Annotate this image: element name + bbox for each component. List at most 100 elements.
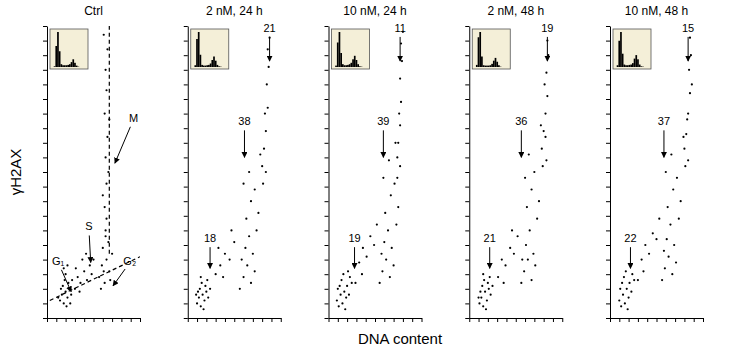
cell-point — [400, 101, 402, 103]
cell-point — [482, 273, 484, 275]
y-tick — [325, 114, 329, 115]
cell-point — [533, 171, 535, 173]
cell-point — [690, 54, 692, 56]
cell-point — [620, 305, 622, 307]
cell-point — [521, 259, 523, 261]
inset-frame — [191, 29, 229, 69]
x-tick-mark — [412, 318, 413, 322]
cell-point — [202, 294, 204, 296]
inset-bar — [74, 63, 76, 67]
cell-point — [485, 308, 487, 310]
cell-point — [671, 273, 673, 275]
cell-point — [201, 282, 203, 284]
inset-bar — [483, 65, 485, 67]
x-tick — [75, 318, 76, 322]
cell-point — [482, 305, 484, 307]
cell-point — [528, 153, 530, 155]
annotation-arrow — [113, 269, 125, 286]
y-tick-mark — [465, 157, 469, 158]
cell-point — [676, 177, 678, 179]
cell-point — [106, 136, 108, 138]
x-tick — [703, 318, 704, 322]
y-tick-mark — [465, 26, 469, 27]
inset-bar — [484, 66, 486, 67]
cell-point — [339, 285, 341, 287]
cell-point — [344, 308, 346, 310]
y-tick — [43, 84, 47, 85]
cell-point — [509, 247, 511, 249]
y-tick — [606, 201, 610, 202]
y-tick-mark — [43, 55, 47, 56]
cell-point — [66, 264, 68, 266]
inset-bar — [342, 64, 344, 67]
y-tick-mark — [184, 187, 188, 188]
y-tick — [606, 128, 610, 129]
x-tick — [497, 318, 498, 322]
y-tick-mark — [184, 55, 188, 56]
inset-bar — [620, 32, 622, 67]
cell-point — [205, 291, 207, 293]
x-tick-mark — [666, 318, 667, 322]
cell-point — [687, 113, 689, 115]
cell-point — [526, 206, 528, 208]
y-tick-mark — [43, 157, 47, 158]
cell-point — [263, 148, 265, 150]
y-axis-line — [329, 27, 330, 319]
inset-bar — [61, 64, 63, 67]
cell-point — [103, 34, 105, 36]
cell-point — [104, 69, 106, 71]
cell-point — [666, 238, 668, 240]
panel: 10 nM, 24 h113919 — [325, 4, 423, 322]
y-tick-mark — [606, 26, 610, 27]
cell-point — [479, 291, 481, 293]
y-tick — [606, 84, 610, 85]
x-tick — [629, 318, 630, 322]
y-tick — [184, 187, 188, 188]
cell-point — [339, 294, 341, 296]
y-tick-mark — [606, 55, 610, 56]
cell-point — [65, 273, 67, 275]
cell-point — [245, 218, 247, 220]
y-tick-mark — [325, 187, 329, 188]
cell-point — [197, 291, 199, 293]
cell-point — [665, 171, 667, 173]
cell-point — [343, 291, 345, 293]
inset-bar — [211, 60, 213, 67]
cell-point — [261, 165, 263, 167]
x-tick-mark — [562, 318, 563, 322]
y-tick — [606, 143, 610, 144]
x-tick-mark — [329, 318, 330, 322]
inset-bar — [498, 65, 500, 67]
y-tick-mark — [43, 289, 47, 290]
inset-bar — [505, 67, 507, 68]
annotation-arrow — [354, 247, 355, 268]
cell-point — [200, 276, 202, 278]
y-tick — [465, 26, 469, 27]
cell-point — [111, 253, 113, 255]
y-tick-mark — [43, 26, 47, 27]
x-tick-mark — [694, 318, 695, 322]
inset-bar — [639, 65, 641, 67]
x-tick-mark — [638, 318, 639, 322]
cell-point — [83, 270, 85, 272]
cell-point — [520, 282, 522, 284]
y-tick — [43, 201, 47, 202]
y-tick-mark — [465, 172, 469, 173]
cell-point — [517, 235, 519, 237]
y-tick — [606, 114, 610, 115]
x-tick-mark — [262, 318, 263, 322]
y-tick-mark — [465, 41, 469, 42]
cell-point — [483, 279, 485, 281]
y-tick-mark — [184, 157, 188, 158]
x-tick — [647, 318, 648, 322]
y-tick-mark — [325, 143, 329, 144]
cell-point — [102, 194, 104, 196]
inset-bar — [503, 67, 505, 68]
cell-point — [513, 253, 515, 255]
y-tick — [325, 84, 329, 85]
annotation-arrow — [210, 247, 211, 268]
y-axis-line — [188, 27, 189, 319]
x-tick — [422, 318, 423, 322]
cell-point — [480, 296, 482, 298]
y-tick-mark — [606, 143, 610, 144]
